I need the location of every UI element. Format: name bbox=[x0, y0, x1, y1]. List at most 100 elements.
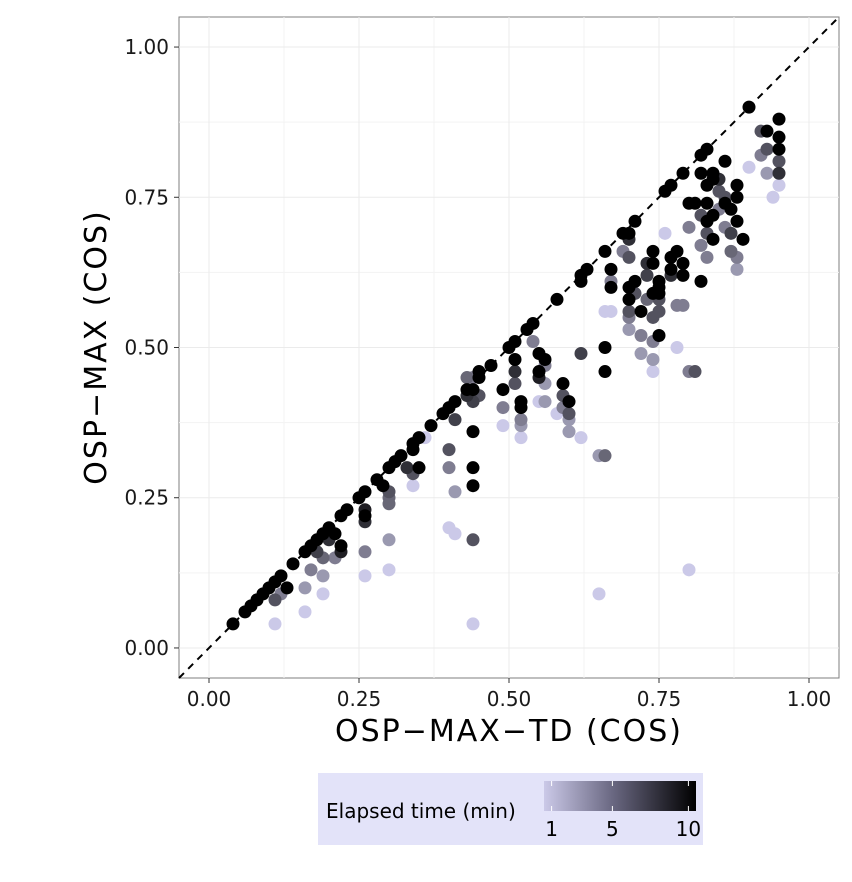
data-point bbox=[316, 569, 330, 583]
data-point bbox=[598, 341, 612, 354]
data-point bbox=[700, 196, 714, 210]
data-point bbox=[382, 497, 396, 511]
data-point bbox=[730, 178, 744, 192]
x-tick-label: 1.00 bbox=[787, 687, 832, 711]
data-point bbox=[496, 383, 510, 397]
data-point bbox=[652, 304, 666, 318]
y-tick-label: 0.50 bbox=[124, 336, 169, 360]
data-point bbox=[694, 274, 708, 288]
data-point bbox=[622, 226, 636, 240]
data-point bbox=[760, 166, 774, 180]
x-tick-label: 0.25 bbox=[337, 687, 382, 711]
data-point bbox=[706, 232, 720, 246]
data-point bbox=[622, 292, 636, 306]
data-point bbox=[688, 365, 702, 379]
data-point bbox=[682, 563, 696, 577]
data-point bbox=[634, 328, 648, 342]
data-point bbox=[724, 202, 738, 216]
data-point bbox=[676, 298, 690, 312]
data-point bbox=[562, 407, 576, 421]
data-point bbox=[448, 485, 462, 499]
data-point bbox=[550, 292, 564, 306]
data-point bbox=[466, 383, 480, 397]
data-point bbox=[688, 196, 702, 210]
data-point bbox=[280, 581, 294, 595]
data-point bbox=[538, 353, 552, 367]
y-axis-ticks: 0.00 0.25 0.50 0.75 1.00 bbox=[124, 35, 179, 660]
data-point bbox=[604, 280, 618, 294]
data-point bbox=[562, 395, 576, 409]
data-point bbox=[514, 401, 528, 415]
data-point bbox=[358, 485, 372, 499]
data-point bbox=[646, 256, 660, 270]
data-point bbox=[574, 431, 588, 445]
data-point bbox=[376, 479, 390, 493]
data-point bbox=[508, 334, 522, 348]
data-point bbox=[448, 527, 462, 541]
data-point bbox=[448, 413, 462, 427]
data-point bbox=[598, 449, 612, 463]
x-tick-label: 0.75 bbox=[637, 687, 682, 711]
data-point bbox=[496, 401, 510, 415]
data-point bbox=[646, 365, 660, 379]
data-point bbox=[718, 154, 732, 168]
data-point bbox=[670, 244, 684, 258]
legend: Elapsed time (min) 1 5 10 bbox=[318, 773, 703, 845]
data-point bbox=[772, 130, 786, 144]
legend-tick-label: 5 bbox=[606, 817, 619, 841]
data-point bbox=[724, 244, 738, 258]
data-point bbox=[406, 479, 420, 493]
data-point bbox=[706, 208, 720, 222]
data-point bbox=[496, 419, 510, 433]
data-point bbox=[664, 262, 678, 276]
legend-title: Elapsed time (min) bbox=[326, 799, 516, 823]
data-point bbox=[328, 527, 342, 541]
x-tick-label: 0.00 bbox=[187, 687, 232, 711]
data-point bbox=[622, 304, 636, 318]
data-point bbox=[508, 353, 522, 367]
data-point bbox=[772, 112, 786, 126]
data-point bbox=[760, 142, 774, 156]
data-point bbox=[772, 142, 786, 156]
data-point bbox=[694, 238, 708, 252]
data-point bbox=[736, 232, 750, 246]
data-point bbox=[442, 443, 456, 457]
data-point bbox=[772, 178, 786, 192]
data-point bbox=[514, 413, 528, 427]
data-point bbox=[286, 557, 300, 571]
data-point bbox=[694, 166, 708, 180]
x-axis-ticks: 0.00 0.25 0.50 0.75 1.00 bbox=[187, 678, 832, 711]
data-point bbox=[670, 341, 684, 354]
data-point bbox=[676, 166, 690, 180]
y-tick-label: 1.00 bbox=[124, 35, 169, 59]
data-point bbox=[466, 533, 480, 547]
points-layer bbox=[226, 100, 786, 631]
data-point bbox=[574, 347, 588, 361]
data-point bbox=[766, 190, 780, 204]
data-point bbox=[466, 479, 480, 493]
data-point bbox=[382, 563, 396, 577]
data-point bbox=[508, 365, 522, 379]
data-point bbox=[298, 581, 312, 595]
data-point bbox=[412, 461, 426, 475]
data-point bbox=[742, 100, 756, 114]
data-point bbox=[772, 166, 786, 180]
x-axis-title: OSP−MAX−TD (COS) bbox=[335, 714, 683, 749]
data-point bbox=[556, 377, 570, 391]
y-axis-title: OSP−MAX (COS) bbox=[79, 209, 114, 484]
data-point bbox=[304, 563, 318, 577]
data-point bbox=[400, 461, 414, 475]
data-point bbox=[628, 214, 642, 228]
data-point bbox=[676, 268, 690, 282]
data-point bbox=[340, 503, 354, 517]
data-point bbox=[640, 268, 654, 282]
data-point bbox=[658, 226, 672, 240]
data-point bbox=[742, 160, 756, 174]
data-point bbox=[634, 347, 648, 361]
data-point bbox=[676, 256, 690, 270]
data-point bbox=[484, 359, 498, 373]
data-point bbox=[598, 244, 612, 258]
data-point bbox=[700, 250, 714, 264]
data-point bbox=[358, 569, 372, 583]
